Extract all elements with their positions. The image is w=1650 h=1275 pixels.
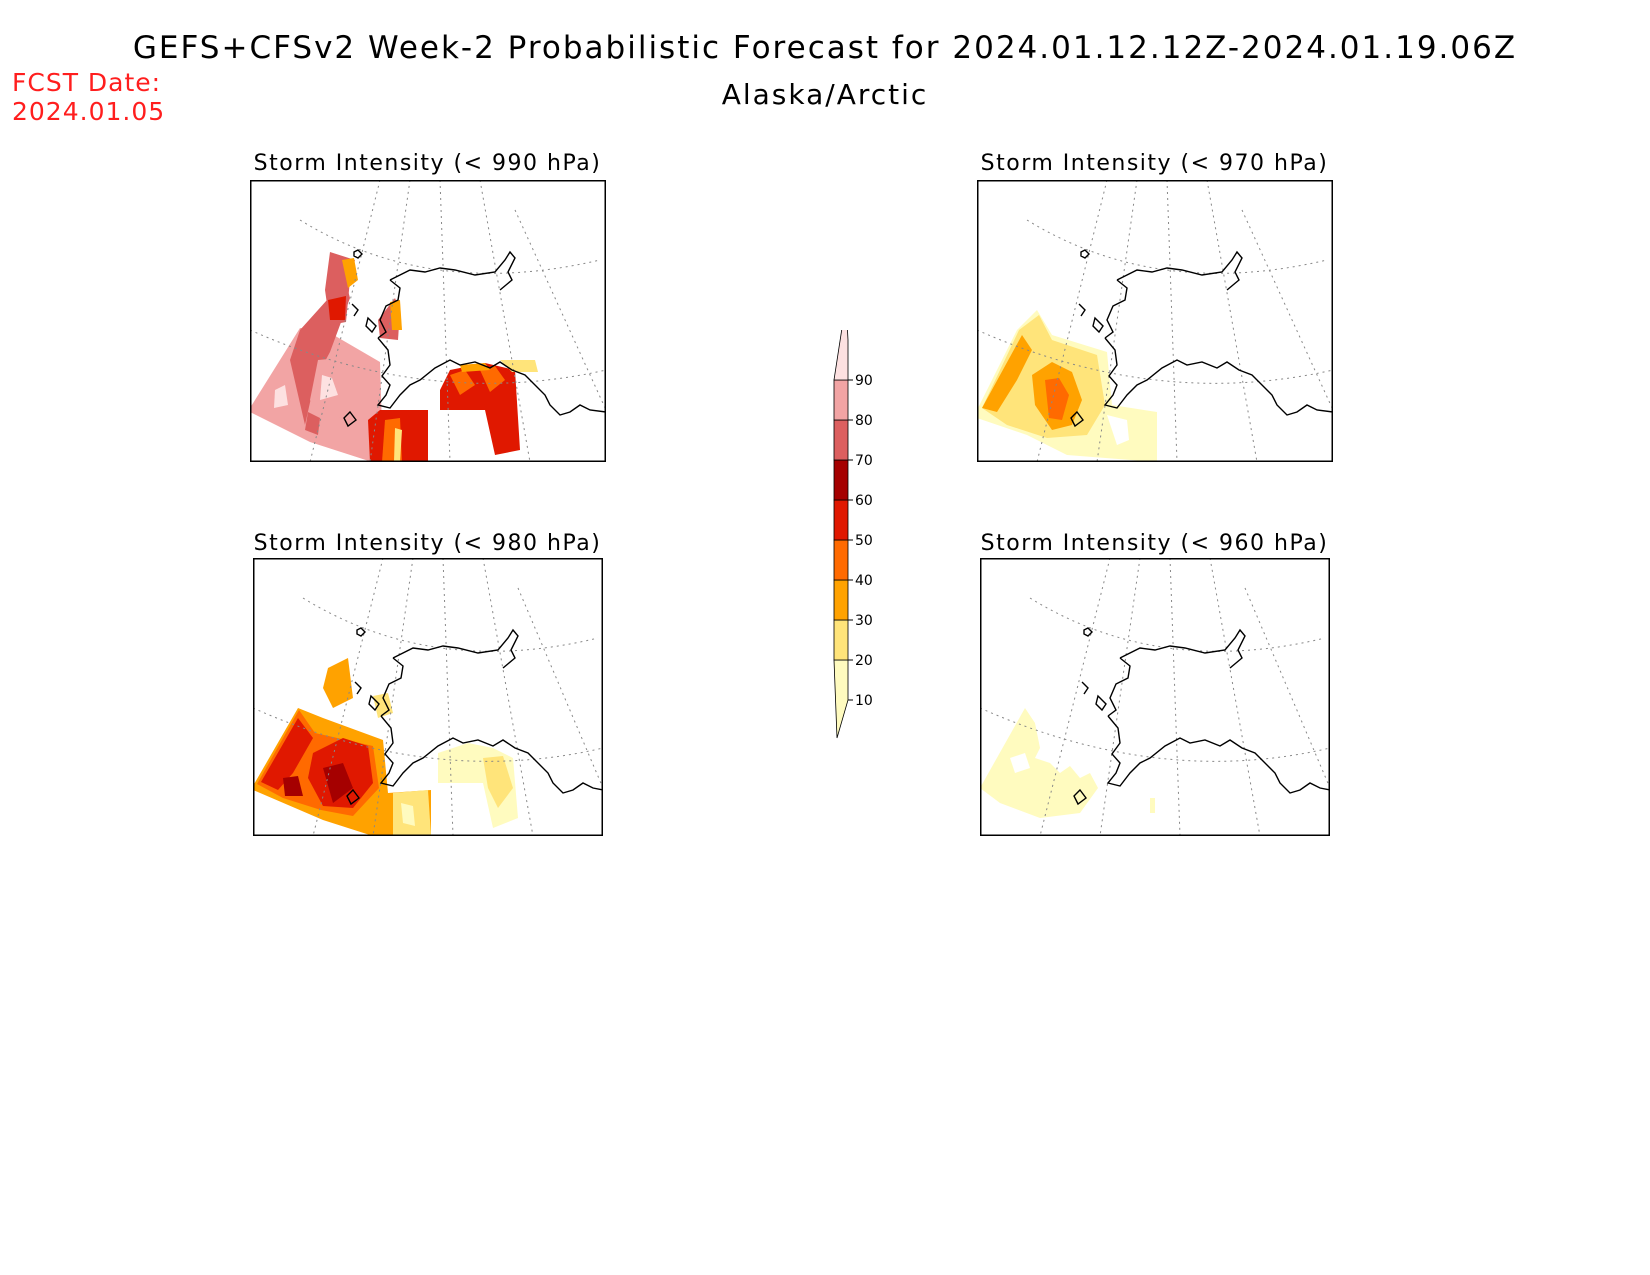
probability-shading [253,658,518,836]
legend-swatch [833,539,849,581]
legend-label: 20 [855,653,873,669]
legend-swatch [833,499,849,541]
graticule-lines [253,558,603,836]
panel-title-970: Storm Intensity (< 970 hPa) [980,151,1329,176]
legend-swatch [833,459,849,501]
legend-swatch [833,419,849,461]
graticule-lines [977,180,1333,462]
legend-label: 80 [855,413,873,429]
graticule-lines [980,558,1330,836]
panel-title-960: Storm Intensity (< 960 hPa) [980,531,1329,556]
legend-swatch [833,619,849,661]
legend-swatch [833,330,849,381]
legend-label: 60 [855,493,873,509]
forecast-date-value: 2024.01.05 [12,97,166,126]
legend-label: 90 [855,373,873,389]
legend-label: 50 [855,533,873,549]
main-title: GEFS+CFSv2 Week-2 Probabilistic Forecast… [132,30,1518,66]
legend-label: 10 [855,693,873,709]
probability-shading [977,310,1157,462]
legend-label: 30 [855,613,873,629]
legend-label: 70 [855,453,873,469]
coastline [343,249,606,428]
legend-swatch [833,579,849,621]
coastline [1073,627,1330,806]
map-panel-980 [253,558,603,836]
panel-title-980: Storm Intensity (< 980 hPa) [253,531,602,556]
region-subtitle: Alaska/Arctic [721,78,929,111]
map-panel-960 [980,558,1330,836]
probability-color-bar: 10 20 30 40 50 60 70 80 90 [833,330,873,739]
map-panel-990 [250,180,606,462]
legend-label: 40 [855,573,873,589]
forecast-date-block: FCST Date: 2024.01.05 [12,68,165,126]
probability-shading [980,708,1155,818]
coastline [1070,249,1333,428]
map-panel-970 [977,180,1333,462]
graticule-lines [250,180,606,462]
legend-swatch [833,379,849,421]
legend-swatch [833,659,849,739]
panel-title-990: Storm Intensity (< 990 hPa) [253,151,602,176]
coastline [346,627,603,806]
probability-shading [250,252,538,462]
forecast-date-label: FCST Date: [12,68,162,97]
